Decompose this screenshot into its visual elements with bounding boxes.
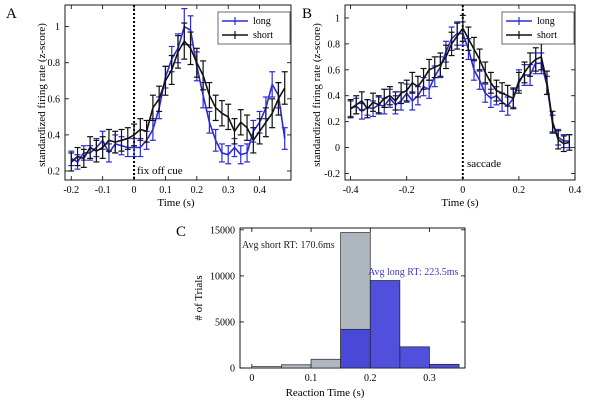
panel-b-letter: B [302,6,312,22]
panel-a-legend-short-label: short [253,30,273,41]
panel-b-legend-short-label: short [537,30,557,41]
panel-c-xtick-label: 0 [249,373,254,384]
panel-b-legend-long-label: long [537,16,555,27]
panel-a-plot: -0.2 -0.1 0 0.1 0.2 0.3 0.4 0.2 0.4 0.6 0.8 1 [48,4,292,196]
panel-c-plot: 0 0.1 0.2 0.3 0 5000 10000 15000 [210,225,466,384]
panel-c-ytick-label: 5000 [215,317,235,328]
panel-a-xtick-label: 0 [132,185,137,196]
panel-a-legend-long-label: long [253,16,271,27]
panel-b-vline-label: saccade [467,158,501,170]
panel-b-axes-frame [344,4,576,181]
panel-b-xtick-label: -0.4 [343,185,359,196]
panel-c-letter: C [176,224,186,240]
panel-b-xtick-label: 0 [460,185,465,196]
panel-b-line-short [350,26,570,145]
panel-a-legend: long short [217,11,291,45]
panel-b-ylabel: standardized firing rate (z-score) [311,23,323,167]
panel-b-series-short [347,14,573,153]
panel-b-xtick-label: -0.2 [399,185,415,196]
panel-a-letter: A [6,6,17,22]
panel-a-ytick-label: 0.8 [48,58,61,69]
panel-c-bar-short [281,364,312,369]
panel-a-ytick-label: 0.2 [48,166,61,177]
panel-c-bar-long [340,328,371,369]
panel-c: C 0 0.1 0.2 0.3 0 5000 10000 15000 Reaction Tim… [176,224,466,399]
panel-b-legend-box [501,11,575,45]
panel-c-ytick-label: 10000 [210,271,235,282]
panel-a-xtick-label: 0.3 [222,185,235,196]
panel-a-series-short [68,22,288,172]
panel-c-bar-short [251,366,282,369]
panel-a: A -0.2 -0.1 0 0.1 0.2 0.3 0.4 0.2 0.4 0.6 0.8 1 Tim… [6,4,292,209]
panel-c-bar-short [310,358,342,369]
panel-c-annotation-short: Avg short RT: 170.6ms [242,240,335,251]
panel-c-bar-long [369,280,401,369]
panel-b-ytick-label: 1 [335,13,340,24]
panel-c-xtick-label: 0.3 [423,373,436,384]
panel-a-vline-label: fix off cue [137,165,183,177]
panel-b-legend: long short [501,11,575,45]
panel-b-ytick-label: -0.2 [324,169,340,180]
panel-b-xtick-label: 0.4 [569,185,582,196]
panel-c-xtick-label: 0.1 [305,373,318,384]
panel-c-ytick-label: 15000 [210,225,235,236]
panel-b-ytick-label: 0.4 [328,91,341,102]
panel-b-ytick-label: 0.2 [328,117,341,128]
panel-b-ytick-label: 0.8 [328,39,341,50]
panel-a-xtick-label: 0.1 [159,185,172,196]
panel-a-xtick-label: 0.2 [191,185,204,196]
panel-b-ytick-label: 0 [335,143,340,154]
panel-b-plot: -0.4 -0.2 0 0.2 0.4-0.200.20.40.60.81 [324,4,582,196]
panel-c-xlabel: Reaction Time (s) [286,387,365,399]
panel-c-bar-long [429,363,460,369]
panel-c-xtick-label: 0.2 [364,373,377,384]
panel-c-ylabel: # of Trials [193,275,205,320]
panel-a-xlabel: Time (s) [157,197,195,209]
panel-a-xtick-label: -0.1 [95,185,111,196]
panel-c-ytick-label: 0 [230,364,235,375]
panel-a-ytick-label: 0.6 [48,94,61,105]
panel-b-xlabel: Time (s) [441,197,479,209]
panel-c-bar-long [399,346,430,369]
panel-a-ytick-label: 0.4 [48,130,61,141]
panel-a-xtick-label: 0.4 [253,185,266,196]
panel-b-xtick-label: 0.2 [513,185,526,196]
panel-a-axes-frame [64,4,292,181]
panel-a-xtick-label: -0.2 [63,185,79,196]
panel-b-ytick-label: 0.6 [328,65,341,76]
panel-b: B -0.4 -0.2 0 0.2 0.4-0.200.20.40.60.81 Time… [302,4,582,209]
panel-a-ytick-label: 1 [55,22,60,33]
panel-c-annotation-long: Avg long RT: 223.5ms [368,267,458,278]
panel-a-ylabel: standardized firing rate (z-score) [36,23,48,167]
panel-a-legend-box [217,11,291,45]
